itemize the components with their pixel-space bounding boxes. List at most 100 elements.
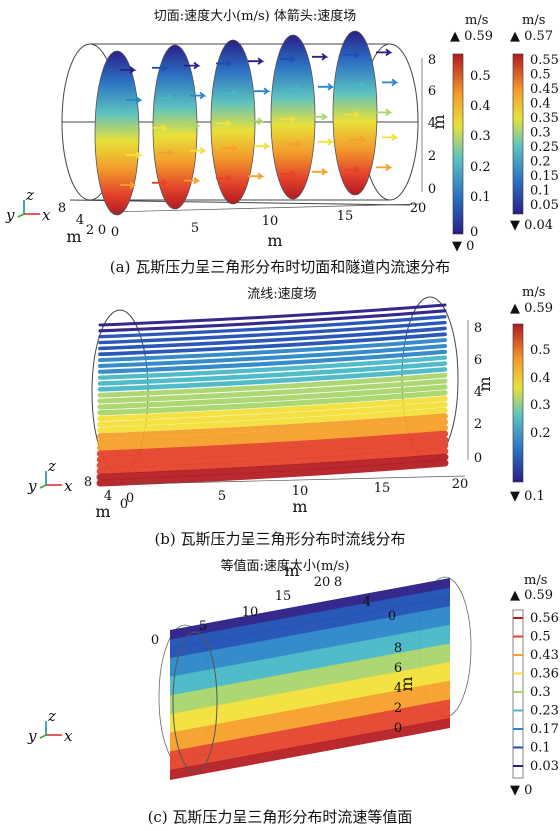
- panel-b-z-axis: 0 2 4 6 8 m: [467, 320, 494, 466]
- velocity-arrow: [152, 179, 169, 187]
- x-tick: 15: [337, 209, 354, 224]
- panel-c: 等值面:速度大小(m/s) 0 5 10 15 20 m 8 4 0 0 2 4…: [0, 552, 560, 831]
- panel-c-plot: 等值面:速度大小(m/s) 0 5 10 15 20 m 8 4 0 0 2 4…: [27, 558, 559, 798]
- velocity-arrow: [248, 57, 265, 65]
- isosurface-band: [170, 699, 450, 762]
- streamline: [96, 424, 449, 451]
- y-axis-label: m: [95, 502, 110, 521]
- streamline: [97, 372, 448, 398]
- velocity-arrow: [376, 48, 393, 57]
- velocity-arrow: [312, 168, 329, 176]
- y-tick: 0: [120, 497, 128, 512]
- z-tick: 2: [474, 417, 482, 432]
- panel-a-caption: (a) 瓦斯压力呈三角形分布时切面和隧道内流速分布: [109, 258, 451, 276]
- colorbar-tick: 0.5: [470, 69, 491, 84]
- streamline: [97, 413, 448, 440]
- z-tick: 8: [474, 321, 482, 336]
- triad-x: x: [42, 206, 51, 224]
- velocity-arrow: [312, 113, 329, 121]
- x-tick: 5: [218, 489, 226, 504]
- y-tick: 8: [84, 475, 92, 490]
- colorbar-tick: 0.35: [530, 111, 559, 126]
- velocity-arrow: [248, 117, 265, 125]
- colorbar-tick: 0.4: [530, 97, 551, 112]
- colorbar-tick: 0.2: [530, 155, 551, 170]
- colorbar-max: ▲ 0.59: [510, 301, 553, 316]
- z-tick: 2: [394, 701, 402, 716]
- colorbar-tick: 0.03: [530, 759, 559, 774]
- colorbar-max: ▲ 0.59: [510, 588, 553, 603]
- velocity-arrow: [190, 91, 207, 100]
- y-tick: 4: [363, 595, 371, 610]
- colorbar-max: ▲ 0.59: [450, 29, 493, 44]
- panel-b-axis-triad: x z y: [27, 457, 73, 495]
- panel-b-title: 流线:速度场: [247, 286, 316, 302]
- velocity-arrow: [350, 80, 367, 89]
- streamline: [96, 436, 449, 463]
- panel-a-slices: [94, 30, 378, 216]
- streamline: [97, 395, 448, 422]
- z-tick: 6: [394, 661, 402, 676]
- panel-a-colorbar-1: m/s ▲ 0.59 ▼ 0 0.5 0.4 0.3 0.2 0.1 0: [450, 13, 493, 254]
- y-tick: 0: [388, 609, 396, 624]
- streamline: [98, 320, 447, 345]
- velocity-arrow: [184, 121, 201, 130]
- velocity-arrow: [280, 115, 297, 123]
- streamline: [97, 384, 448, 410]
- velocity-arrow: [350, 135, 367, 144]
- panel-a-colorbar-2: m/s ▲ 0.57 ▼ 0.04 0.550.50.450.40.350.30…: [510, 13, 559, 233]
- x-tick: 5: [199, 619, 207, 634]
- streamline: [96, 453, 449, 481]
- x-tick: 15: [275, 589, 292, 604]
- panel-a-y-axis: 8 4 2 0 m: [58, 201, 106, 246]
- velocity-arrow: [344, 110, 361, 119]
- z-tick: 4: [428, 116, 436, 131]
- colorbar-min: ▼ 0: [452, 239, 474, 254]
- velocity-arrow: [280, 55, 297, 63]
- colorbar-tick: 0.36: [530, 667, 559, 682]
- velocity-arrow: [248, 172, 265, 180]
- velocity-arrow: [382, 133, 399, 142]
- isosurface-band: [170, 652, 450, 715]
- velocity-arrow: [344, 165, 361, 174]
- velocity-arrow: [158, 149, 175, 157]
- triad-z: z: [47, 707, 56, 725]
- z-tick: 6: [474, 353, 482, 368]
- colorbar-tick: 0.2: [470, 160, 491, 175]
- streamline: [97, 390, 448, 416]
- x-tick: 20: [452, 477, 469, 492]
- panel-b-y-axis: 8 4 0 m: [84, 475, 128, 521]
- streamline: [97, 367, 448, 392]
- panel-a-plot: 切面:速度大小(m/s) 体箭头:速度场 0 5 10 15 20 m 8 4 …: [5, 8, 559, 254]
- panel-a-axis-triad: x z y: [5, 186, 51, 224]
- velocity-arrow: [216, 174, 233, 183]
- streamline: [98, 309, 447, 333]
- colorbar-min: ▼ 0.1: [510, 489, 545, 504]
- isosurface-end: [172, 631, 218, 773]
- isosurface-band: [170, 606, 450, 668]
- x-tick: 0: [151, 633, 159, 648]
- panel-b-colorbar: m/s ▲ 0.59 ▼ 0.1 0.5 0.4 0.3 0.2: [510, 285, 553, 504]
- y-tick: 2: [86, 223, 94, 238]
- velocity-arrow: [222, 89, 239, 98]
- velocity-arrow: [126, 151, 143, 159]
- isosurface-band: [170, 624, 450, 687]
- z-axis-label: m: [397, 676, 416, 691]
- triad-y: y: [5, 206, 15, 224]
- y-tick: 0: [98, 223, 106, 238]
- z-axis-label: m: [429, 114, 448, 129]
- x-tick: 10: [292, 484, 309, 499]
- triad-z: z: [25, 186, 34, 204]
- x-tick: 10: [242, 605, 259, 620]
- colorbar-tick: 0.45: [530, 82, 559, 97]
- panel-c-colorbar: m/s ▲ 0.59 0.56 0.5 0.43 0.36 0.3 0.23 0.17 0.1…: [510, 573, 559, 798]
- triad-z: z: [47, 457, 56, 475]
- colorbar-tick: 0.5: [530, 343, 551, 358]
- panel-a: 切面:速度大小(m/s) 体箭头:速度场 0 5 10 15 20 m 8 4 …: [0, 0, 560, 282]
- velocity-arrow: [158, 94, 175, 102]
- panel-a-title: 切面:速度大小(m/s) 体箭头:速度场: [154, 8, 356, 24]
- velocity-arrow: [376, 163, 393, 172]
- colorbar-tick: 0.56: [530, 611, 559, 626]
- isosurface-band: [170, 708, 450, 771]
- z-tick: 0: [394, 721, 402, 736]
